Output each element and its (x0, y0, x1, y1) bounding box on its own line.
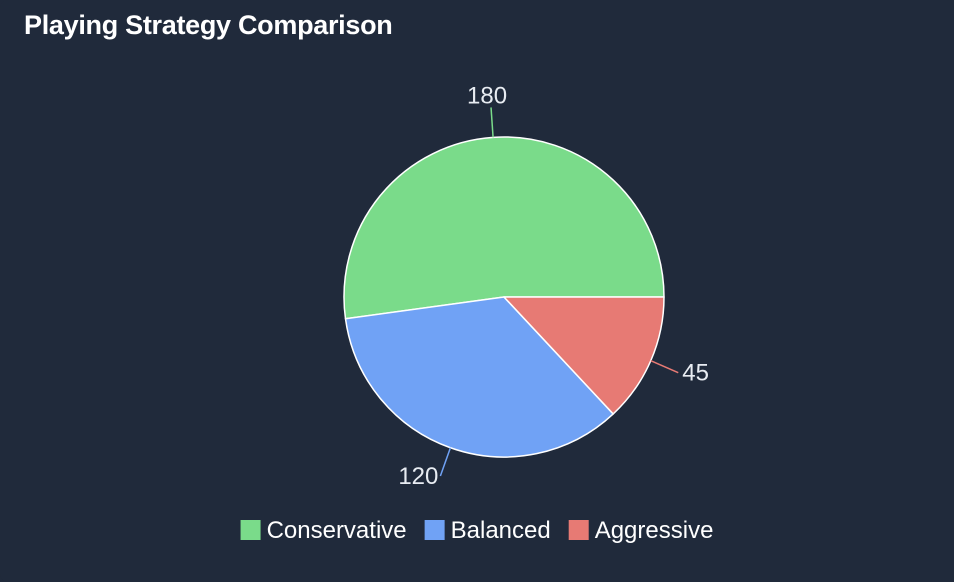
legend-swatch-balanced (424, 520, 445, 540)
leader-line-conservative (490, 107, 494, 138)
pie-slices (343, 136, 665, 458)
data-label-balanced: 120 (398, 463, 438, 490)
pie-slice-aggressive[interactable] (503, 296, 665, 415)
legend-label-conservative: Conservative (267, 517, 407, 544)
data-label-aggressive: 45 (682, 360, 709, 387)
leader-line-aggressive (650, 360, 679, 374)
legend-label-balanced: Balanced (451, 517, 551, 544)
chart-legend: Conservative Balanced Aggressive (240, 517, 714, 544)
legend-label-aggressive: Aggressive (595, 517, 714, 544)
leader-line-balanced (439, 447, 452, 477)
pie-slice-conservative[interactable] (343, 136, 665, 320)
pie-leader-lines (439, 107, 679, 477)
legend-swatch-aggressive (568, 520, 589, 540)
legend-item-aggressive[interactable]: Aggressive (568, 517, 714, 544)
chart-title: Playing Strategy Comparison (24, 10, 393, 40)
legend-item-conservative[interactable]: Conservative (240, 517, 407, 544)
data-label-conservative: 180 (467, 82, 507, 109)
legend-swatch-conservative (240, 520, 261, 540)
pie-data-labels: 180 120 45 (398, 82, 709, 490)
legend-item-balanced[interactable]: Balanced (424, 517, 551, 544)
